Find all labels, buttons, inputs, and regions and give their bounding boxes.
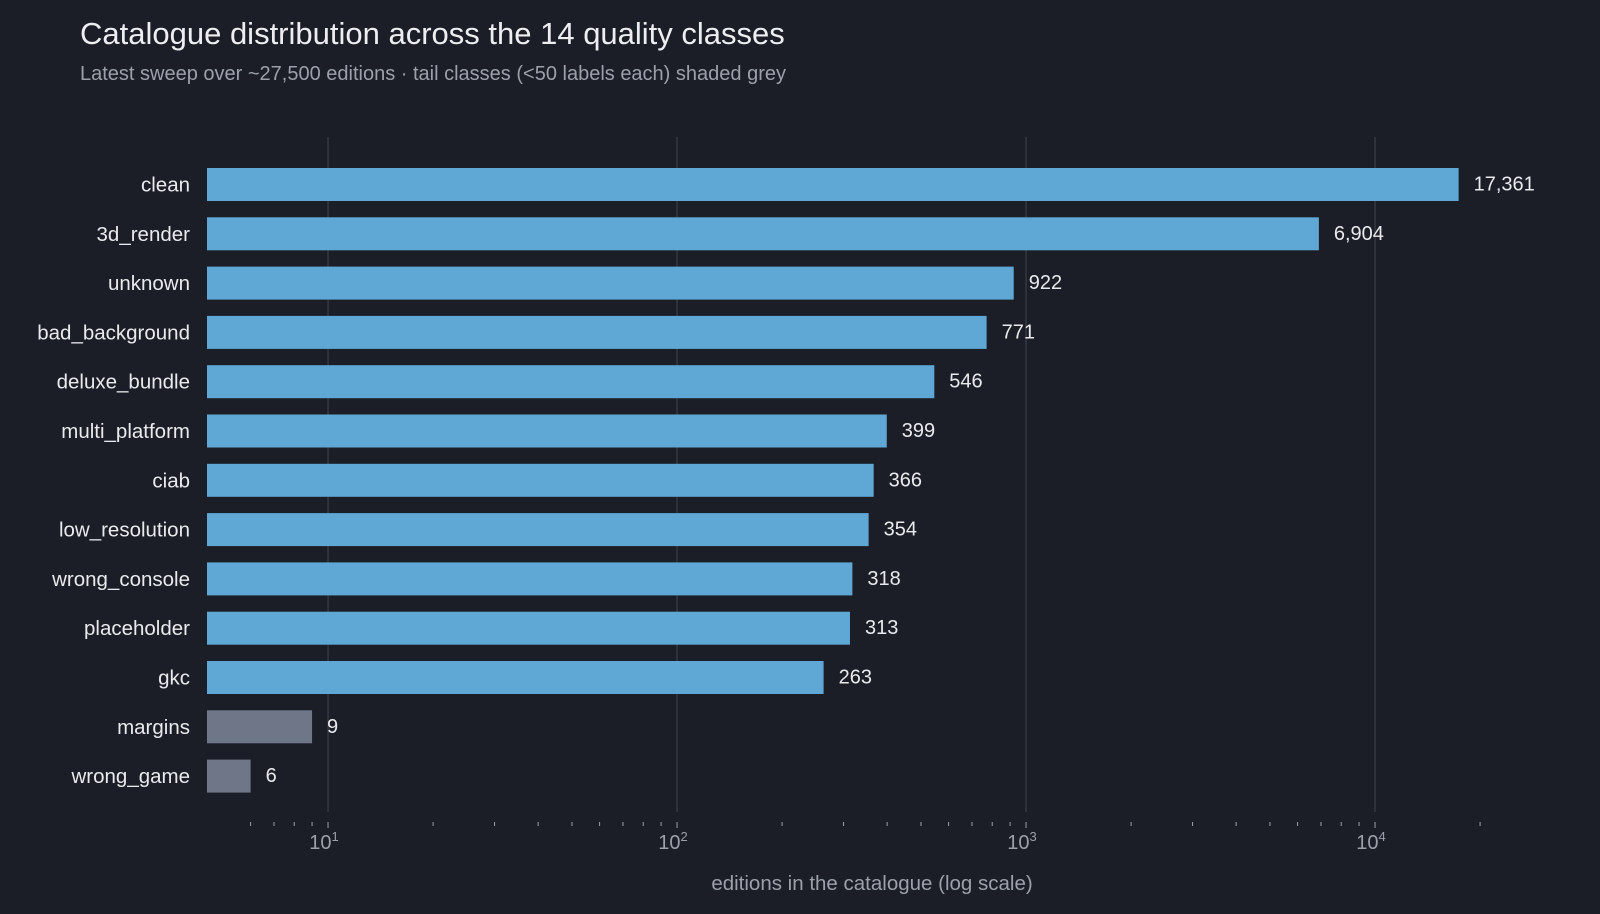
value-label: 922 [1029, 272, 1062, 294]
chart-title: Catalogue distribution across the 14 qua… [80, 16, 785, 51]
category-label: multi_platform [61, 420, 190, 443]
value-label: 366 [889, 469, 922, 491]
bar-wrong-console [207, 562, 853, 596]
x-axis: 101 102 103 104 [250, 822, 1481, 854]
category-label: wrong_console [51, 568, 190, 591]
category-label: low_resolution [59, 519, 190, 542]
bar-multi-platform [207, 414, 887, 448]
bar-ciab [207, 463, 874, 497]
category-label: ciab [152, 469, 190, 492]
value-label: 17,361 [1474, 174, 1535, 196]
category-label: clean [141, 174, 190, 197]
category-label: placeholder [84, 617, 190, 640]
bar-3d-render [207, 217, 1319, 251]
x-tick-label: 102 [658, 829, 687, 854]
bar-low-resolution [207, 513, 869, 547]
category-label: unknown [108, 272, 190, 295]
value-label: 318 [867, 568, 900, 590]
value-label: 263 [839, 667, 872, 689]
bar-margins [207, 710, 313, 744]
category-label: 3d_render [97, 223, 191, 246]
category-label: wrong_game [70, 765, 190, 788]
value-label: 313 [865, 617, 898, 639]
value-label: 399 [902, 420, 935, 442]
chart-subtitle: Latest sweep over ~27,500 editions · tai… [80, 63, 786, 85]
value-label: 6 [266, 765, 277, 787]
x-tick-label: 103 [1007, 829, 1036, 854]
category-label: margins [117, 716, 190, 739]
x-axis-title: editions in the catalogue (log scale) [711, 872, 1032, 895]
bar-bad-background [207, 315, 987, 349]
bar-clean [207, 168, 1459, 201]
bar-gkc [207, 661, 824, 694]
value-label: 354 [884, 519, 917, 541]
value-label: 546 [949, 371, 982, 393]
bar-placeholder [207, 611, 850, 645]
value-label: 771 [1002, 321, 1035, 343]
bars [207, 168, 1459, 793]
category-label: deluxe_bundle [57, 371, 190, 394]
value-label: 9 [327, 716, 338, 738]
value-labels: 17,361 6,904 922 771 546 399 366 354 318 313 263 9 6 [266, 174, 1535, 788]
category-label: gkc [158, 667, 190, 690]
bar-wrong-game [207, 759, 251, 793]
x-tick-label: 104 [1356, 829, 1385, 854]
bar-unknown [207, 266, 1014, 300]
value-label: 6,904 [1334, 223, 1384, 245]
category-label: bad_background [37, 321, 190, 344]
x-tick-label: 101 [309, 829, 338, 854]
bar-deluxe-bundle [207, 365, 935, 399]
